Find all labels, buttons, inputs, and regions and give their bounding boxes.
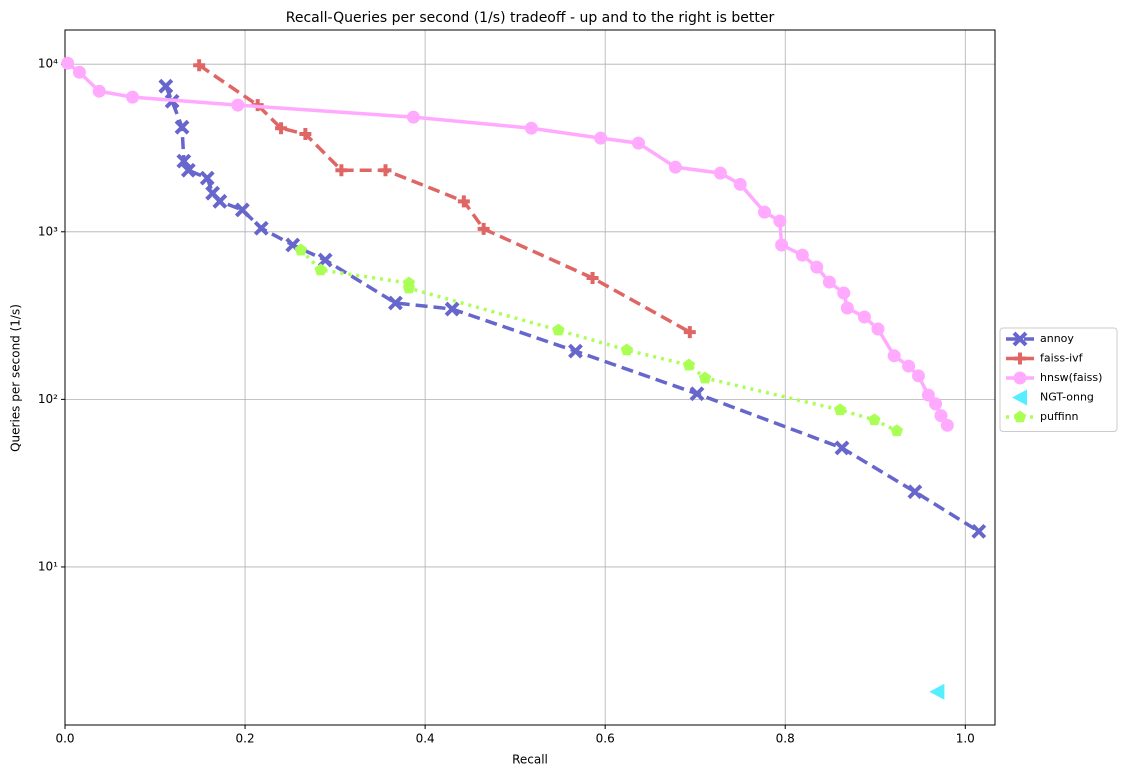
marker — [773, 214, 787, 228]
legend-label: faiss-ivf — [1040, 352, 1084, 365]
marker — [253, 220, 269, 236]
legend-label: puffinn — [1040, 410, 1079, 423]
legend-label: NGT-onng — [1040, 391, 1094, 404]
marker — [477, 222, 490, 235]
x-tick-label: 0.2 — [236, 732, 255, 746]
marker — [733, 177, 747, 191]
marker — [631, 136, 645, 150]
marker — [929, 683, 945, 700]
y-axis-label: Queries per second (1/s) — [9, 304, 23, 452]
marker — [174, 119, 190, 135]
marker — [180, 162, 196, 178]
marker — [775, 238, 789, 252]
marker — [890, 424, 904, 437]
marker — [379, 164, 392, 177]
marker — [568, 343, 583, 359]
marker — [683, 326, 696, 339]
series-line — [198, 63, 691, 334]
marker — [795, 248, 809, 262]
marker — [833, 403, 847, 416]
legend-marker — [1014, 352, 1026, 365]
marker — [72, 65, 86, 79]
marker — [92, 84, 106, 98]
marker — [887, 349, 901, 363]
legend-marker — [1013, 410, 1027, 423]
marker — [668, 160, 682, 174]
y-tick-label: 10³ — [38, 224, 58, 238]
marker — [552, 323, 565, 336]
legend-marker — [1013, 371, 1027, 385]
marker — [586, 271, 599, 284]
x-tick-label: 0.6 — [596, 732, 615, 746]
marker — [934, 409, 948, 423]
marker — [689, 386, 705, 402]
y-tick-label: 10² — [38, 392, 58, 406]
marker — [907, 484, 923, 500]
marker — [199, 170, 215, 186]
legend-label: hnsw(faiss) — [1040, 371, 1102, 384]
marker — [871, 322, 885, 336]
y-tick-label: 10⁴ — [38, 57, 58, 71]
x-tick-label: 0.4 — [416, 732, 435, 746]
marker — [822, 275, 836, 289]
series-line — [164, 85, 980, 533]
series-line — [66, 61, 949, 427]
marker — [911, 369, 925, 383]
plot-frame — [64, 29, 996, 726]
marker — [457, 195, 470, 208]
marker — [176, 153, 192, 169]
marker — [158, 78, 174, 94]
marker — [834, 440, 850, 456]
marker — [444, 301, 460, 317]
marker — [299, 128, 312, 141]
legend-box — [999, 327, 1118, 432]
marker — [713, 166, 727, 180]
marker — [620, 343, 633, 356]
marker — [840, 301, 854, 315]
marker — [921, 388, 935, 402]
marker — [406, 110, 420, 124]
marker — [314, 263, 327, 276]
marker — [402, 281, 416, 294]
marker — [868, 413, 881, 426]
marker — [857, 310, 871, 324]
marker — [682, 358, 696, 371]
marker — [594, 131, 608, 145]
marker — [126, 90, 140, 104]
marker — [929, 397, 943, 411]
marker — [810, 260, 824, 274]
x-tick-label: 0.8 — [776, 732, 795, 746]
marker — [524, 121, 538, 135]
marker — [234, 202, 250, 218]
x-axis-label: Recall — [512, 753, 548, 767]
x-tick-label: 1.0 — [956, 732, 975, 746]
y-tick-label: 10¹ — [38, 559, 58, 573]
marker — [335, 164, 348, 177]
legend-marker — [1012, 331, 1028, 347]
marker — [758, 205, 772, 219]
marker — [193, 59, 206, 72]
marker — [231, 98, 245, 112]
marker — [212, 193, 228, 209]
marker — [837, 286, 851, 300]
marker — [902, 359, 916, 373]
legend-label: annoy — [1040, 332, 1074, 345]
series-line — [299, 248, 898, 433]
marker — [275, 122, 288, 135]
marker — [940, 418, 954, 432]
legend-marker — [1012, 389, 1027, 406]
marker — [698, 371, 712, 384]
x-tick-label: 0.0 — [55, 732, 74, 746]
marker — [971, 523, 987, 539]
marker — [61, 56, 75, 70]
marker — [387, 295, 403, 311]
marker — [294, 243, 308, 256]
chart-title: Recall-Queries per second (1/s) tradeoff… — [286, 10, 775, 26]
